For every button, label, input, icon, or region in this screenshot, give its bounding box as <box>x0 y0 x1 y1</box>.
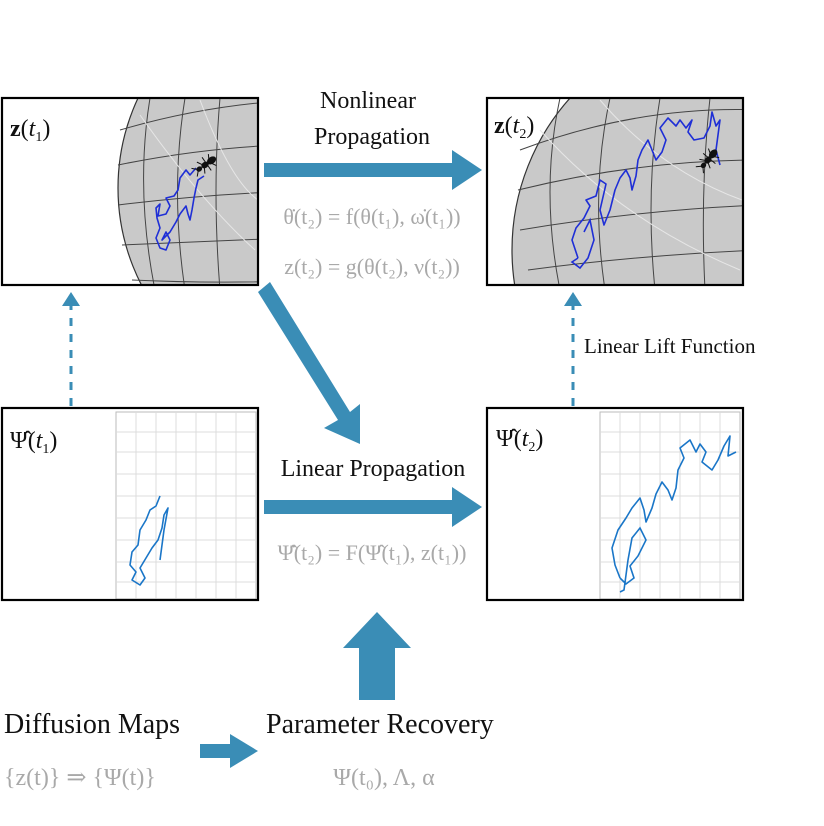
panel-psi-t2: Ψ̂(t2) <box>485 406 745 602</box>
trajectory-z-t2-tail <box>570 217 595 270</box>
panel-psi-t1: Ψ̂(t1) <box>0 406 260 602</box>
dashed-arrow-left <box>62 292 80 406</box>
trajectory-psi-t2-tail <box>619 526 647 593</box>
label-linear-lift-function: Linear Lift Function <box>584 334 756 358</box>
grid-plot-icon <box>115 411 257 600</box>
trajectory-psi-t1 <box>129 495 169 586</box>
panel-label-z-t1: z(t1) <box>10 116 50 145</box>
label-parameter-recovery: Parameter Recovery <box>266 709 494 740</box>
equation-theta-dot: θ̇(t₂) = f(θ(t₁), ω̇(t₁)) <box>283 204 460 229</box>
label-propagation: Propagation <box>314 124 430 150</box>
arrow-diffusion-to-recovery <box>200 734 258 768</box>
equation-z-g: z(t₂) = g(θ(t₂), ν(t₂)) <box>284 254 460 279</box>
ant-icon <box>695 148 720 174</box>
panel-z-t2: z(t2) <box>485 96 745 287</box>
panel-label-psi-t1: Ψ̂(t1) <box>10 428 57 457</box>
panel-label-z-t2: z(t2) <box>494 113 534 142</box>
label-linear-propagation: Linear Propagation <box>281 456 466 482</box>
grid-plot-icon <box>599 411 741 600</box>
equation-parameters: Ψ(t₀), Λ, α <box>333 765 435 791</box>
label-nonlinear: Nonlinear <box>320 88 416 114</box>
panel-label-psi-t2: Ψ̂(t2) <box>496 426 543 455</box>
trajectory-z-t2 <box>571 111 721 259</box>
dashed-arrow-right <box>564 292 582 406</box>
label-diffusion-maps: Diffusion Maps <box>4 709 180 740</box>
sphere-icon <box>117 98 258 285</box>
sphere-icon <box>511 98 743 285</box>
arrow-linear-propagation <box>264 487 482 527</box>
ant-icon <box>191 154 217 177</box>
arrow-nonlinear-propagation <box>264 150 482 190</box>
equation-diffusion-map: {z(t)} ⇒ {Ψ(t)} <box>4 765 156 791</box>
arrow-parameter-recovery-up <box>343 612 411 700</box>
equation-psi-dot: Ψ̂̇(t₂) = F(Ψ̂(t₁), z(t₁)) <box>278 540 467 565</box>
trajectory-psi-t2 <box>611 435 737 579</box>
arrow-diagonal <box>258 282 360 444</box>
panel-z-t1: z(t1) <box>0 96 260 287</box>
trajectory-z-t1 <box>155 167 205 251</box>
